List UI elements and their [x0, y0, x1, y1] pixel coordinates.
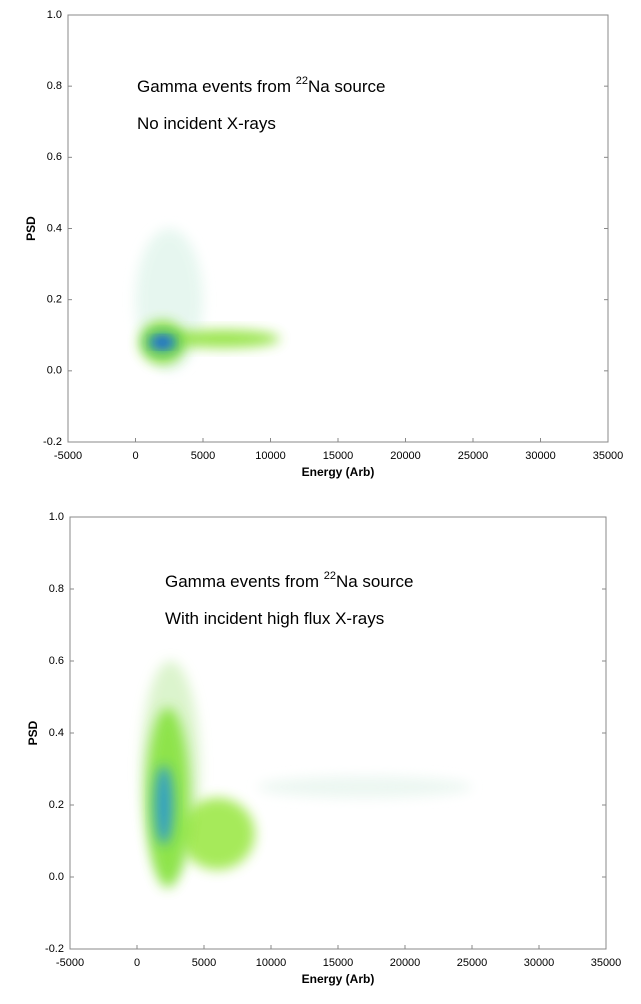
x-tick-label: 30000 — [524, 957, 555, 969]
x-tick-label: 35000 — [591, 957, 622, 969]
annotation: Gamma events from 22Na source — [137, 75, 385, 97]
annotation-text: Na source — [336, 572, 413, 591]
x-tick-label: 25000 — [458, 450, 489, 462]
y-tick-label: 0.0 — [49, 871, 64, 883]
annotation-text: Gamma events from — [137, 77, 296, 96]
y-tick-label: 1.0 — [47, 9, 62, 21]
x-tick-label: 25000 — [457, 957, 488, 969]
x-tick-label: 10000 — [256, 957, 287, 969]
y-tick-label: 0.2 — [49, 799, 64, 811]
annotation-text: No incident X-rays — [137, 114, 276, 133]
density-region — [154, 338, 171, 347]
density-region — [179, 797, 255, 870]
x-tick-label: 15000 — [323, 957, 354, 969]
x-tick-label: 15000 — [323, 450, 354, 462]
y-tick-label: 0.8 — [49, 583, 64, 595]
x-tick-label: 20000 — [390, 450, 421, 462]
y-axis-title: PSD — [24, 216, 38, 241]
annotation-text: Gamma events from — [165, 572, 324, 591]
y-tick-label: -0.2 — [45, 943, 64, 955]
annotation-text: With incident high flux X-rays — [165, 609, 384, 628]
x-tick-label: 35000 — [593, 450, 624, 462]
density-layer — [141, 661, 472, 888]
x-tick-label: 0 — [132, 450, 138, 462]
x-tick-label: 0 — [134, 957, 140, 969]
density-region — [257, 776, 472, 798]
annotation: With incident high flux X-rays — [165, 609, 384, 628]
y-axis-title: PSD — [26, 720, 40, 745]
annotation-superscript: 22 — [324, 570, 336, 582]
x-tick-label: 5000 — [192, 957, 216, 969]
density-layer — [135, 228, 280, 371]
x-tick-label: -5000 — [56, 957, 84, 969]
y-tick-label: 0.6 — [49, 655, 64, 667]
y-tick-label: 0.6 — [47, 151, 62, 163]
y-tick-label: 1.0 — [49, 511, 64, 523]
y-tick-label: 0.8 — [47, 80, 62, 92]
x-tick-label: 10000 — [255, 450, 286, 462]
annotation: No incident X-rays — [137, 114, 276, 133]
x-tick-label: -5000 — [54, 450, 82, 462]
annotation-superscript: 22 — [296, 75, 308, 87]
density-region — [154, 765, 174, 845]
x-axis-title: Energy (Arb) — [302, 465, 375, 479]
x-tick-label: 30000 — [525, 450, 556, 462]
y-tick-label: 0.4 — [49, 727, 64, 739]
x-axis-title: Energy (Arb) — [302, 972, 375, 986]
annotation: Gamma events from 22Na source — [165, 570, 413, 592]
y-tick-label: -0.2 — [43, 436, 62, 448]
y-tick-label: 0.0 — [47, 365, 62, 377]
annotation-text: Na source — [308, 77, 385, 96]
density-region — [166, 329, 280, 348]
x-tick-label: 5000 — [191, 450, 215, 462]
y-tick-label: 0.2 — [47, 294, 62, 306]
y-tick-label: 0.4 — [47, 222, 62, 234]
x-tick-label: 20000 — [390, 957, 421, 969]
